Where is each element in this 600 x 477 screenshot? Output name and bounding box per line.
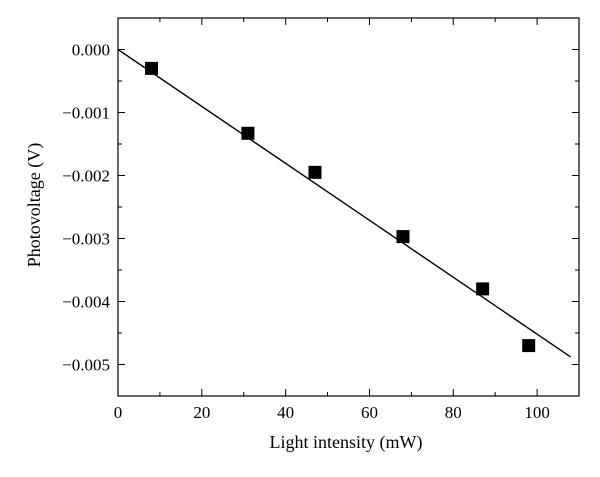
- x-tick-label: 100: [524, 403, 550, 422]
- plot-frame: [117, 17, 580, 397]
- y-tick-label: −0.001: [62, 104, 110, 123]
- y-tick-label: −0.002: [62, 167, 110, 186]
- x-tick-label: 60: [361, 403, 378, 422]
- data-point: [396, 230, 410, 244]
- y-tick-label: −0.005: [62, 356, 110, 375]
- data-point: [476, 282, 490, 296]
- y-tick-label: −0.004: [62, 293, 110, 312]
- data-point: [145, 61, 159, 75]
- data-point: [522, 339, 536, 353]
- ticks: 0 20 40 60 80 100 0.000 −0.001 −0.002 −0.003 −0.00…: [62, 17, 579, 422]
- linear-fit-line: [117, 48, 572, 358]
- x-tick-label: 40: [277, 403, 294, 422]
- data-points: [145, 61, 536, 353]
- x-tick-label: 0: [114, 403, 123, 422]
- y-tick-label: −0.003: [62, 230, 110, 249]
- y-tick-label: 0.000: [72, 41, 110, 60]
- data-point: [308, 165, 322, 179]
- x-tick-label: 80: [445, 403, 462, 422]
- fit-line-group: [117, 48, 572, 358]
- x-axis-title: Light intensity (mW): [270, 432, 423, 453]
- y-axis-title: Photovoltage (V): [24, 143, 45, 267]
- x-tick-label: 20: [193, 403, 210, 422]
- axes: [117, 17, 580, 397]
- data-point: [241, 126, 255, 140]
